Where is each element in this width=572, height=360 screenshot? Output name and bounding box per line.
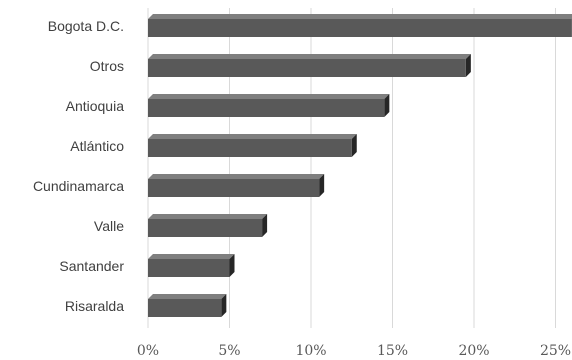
bar-side-face: [465, 54, 471, 77]
x-tick-label: 5%: [218, 343, 240, 359]
bar-side-face: [351, 134, 357, 157]
bar: [148, 174, 325, 197]
bar-top-face: [148, 94, 390, 99]
bar-top-face: [148, 14, 572, 19]
category-label: Valle: [94, 218, 124, 234]
x-tick-label: 20%: [458, 343, 489, 359]
bar-side-face: [229, 254, 235, 277]
bars: [148, 14, 572, 317]
category-label: Atlántico: [70, 138, 124, 154]
bar-top-face: [148, 254, 235, 259]
bar-front-face: [148, 99, 385, 117]
bar-front-face: [148, 59, 466, 77]
bar: [148, 254, 235, 277]
category-label: Otros: [90, 58, 124, 74]
category-label: Bogota D.C.: [48, 18, 124, 34]
bar-top-face: [148, 294, 227, 299]
bar-front-face: [148, 219, 263, 237]
category-label: Santander: [59, 258, 124, 274]
bar-top-face: [148, 134, 357, 139]
bar: [148, 214, 268, 237]
bar-side-face: [262, 214, 268, 237]
bar-front-face: [148, 19, 572, 37]
bar-top-face: [148, 214, 268, 219]
x-tick-labels: 0% 5% 10% 15% 20% 25%: [137, 343, 571, 359]
x-tick-label: 0%: [137, 343, 159, 359]
category-label: Risaralda: [65, 298, 124, 314]
bar-front-face: [148, 139, 352, 157]
bar-top-face: [148, 54, 471, 59]
bar-side-face: [319, 174, 325, 197]
x-tick-label: 25%: [540, 343, 571, 359]
bar-top-face: [148, 174, 325, 179]
x-tick-label: 15%: [377, 343, 408, 359]
bar-front-face: [148, 179, 320, 197]
bar-front-face: [148, 299, 222, 317]
category-labels: Bogota D.C. Otros Antioquia Atlántico Cundin…: [33, 18, 124, 314]
bar: [148, 134, 357, 157]
x-tick-label: 10%: [295, 343, 326, 359]
bar-side-face: [384, 94, 390, 117]
bar: [148, 54, 471, 77]
category-label: Cundinamarca: [33, 178, 124, 194]
bar-side-face: [221, 294, 227, 317]
bar: [148, 14, 572, 37]
bar: [148, 94, 390, 117]
category-label: Antioquia: [66, 98, 125, 114]
bar: [148, 294, 227, 317]
bar-front-face: [148, 259, 230, 277]
